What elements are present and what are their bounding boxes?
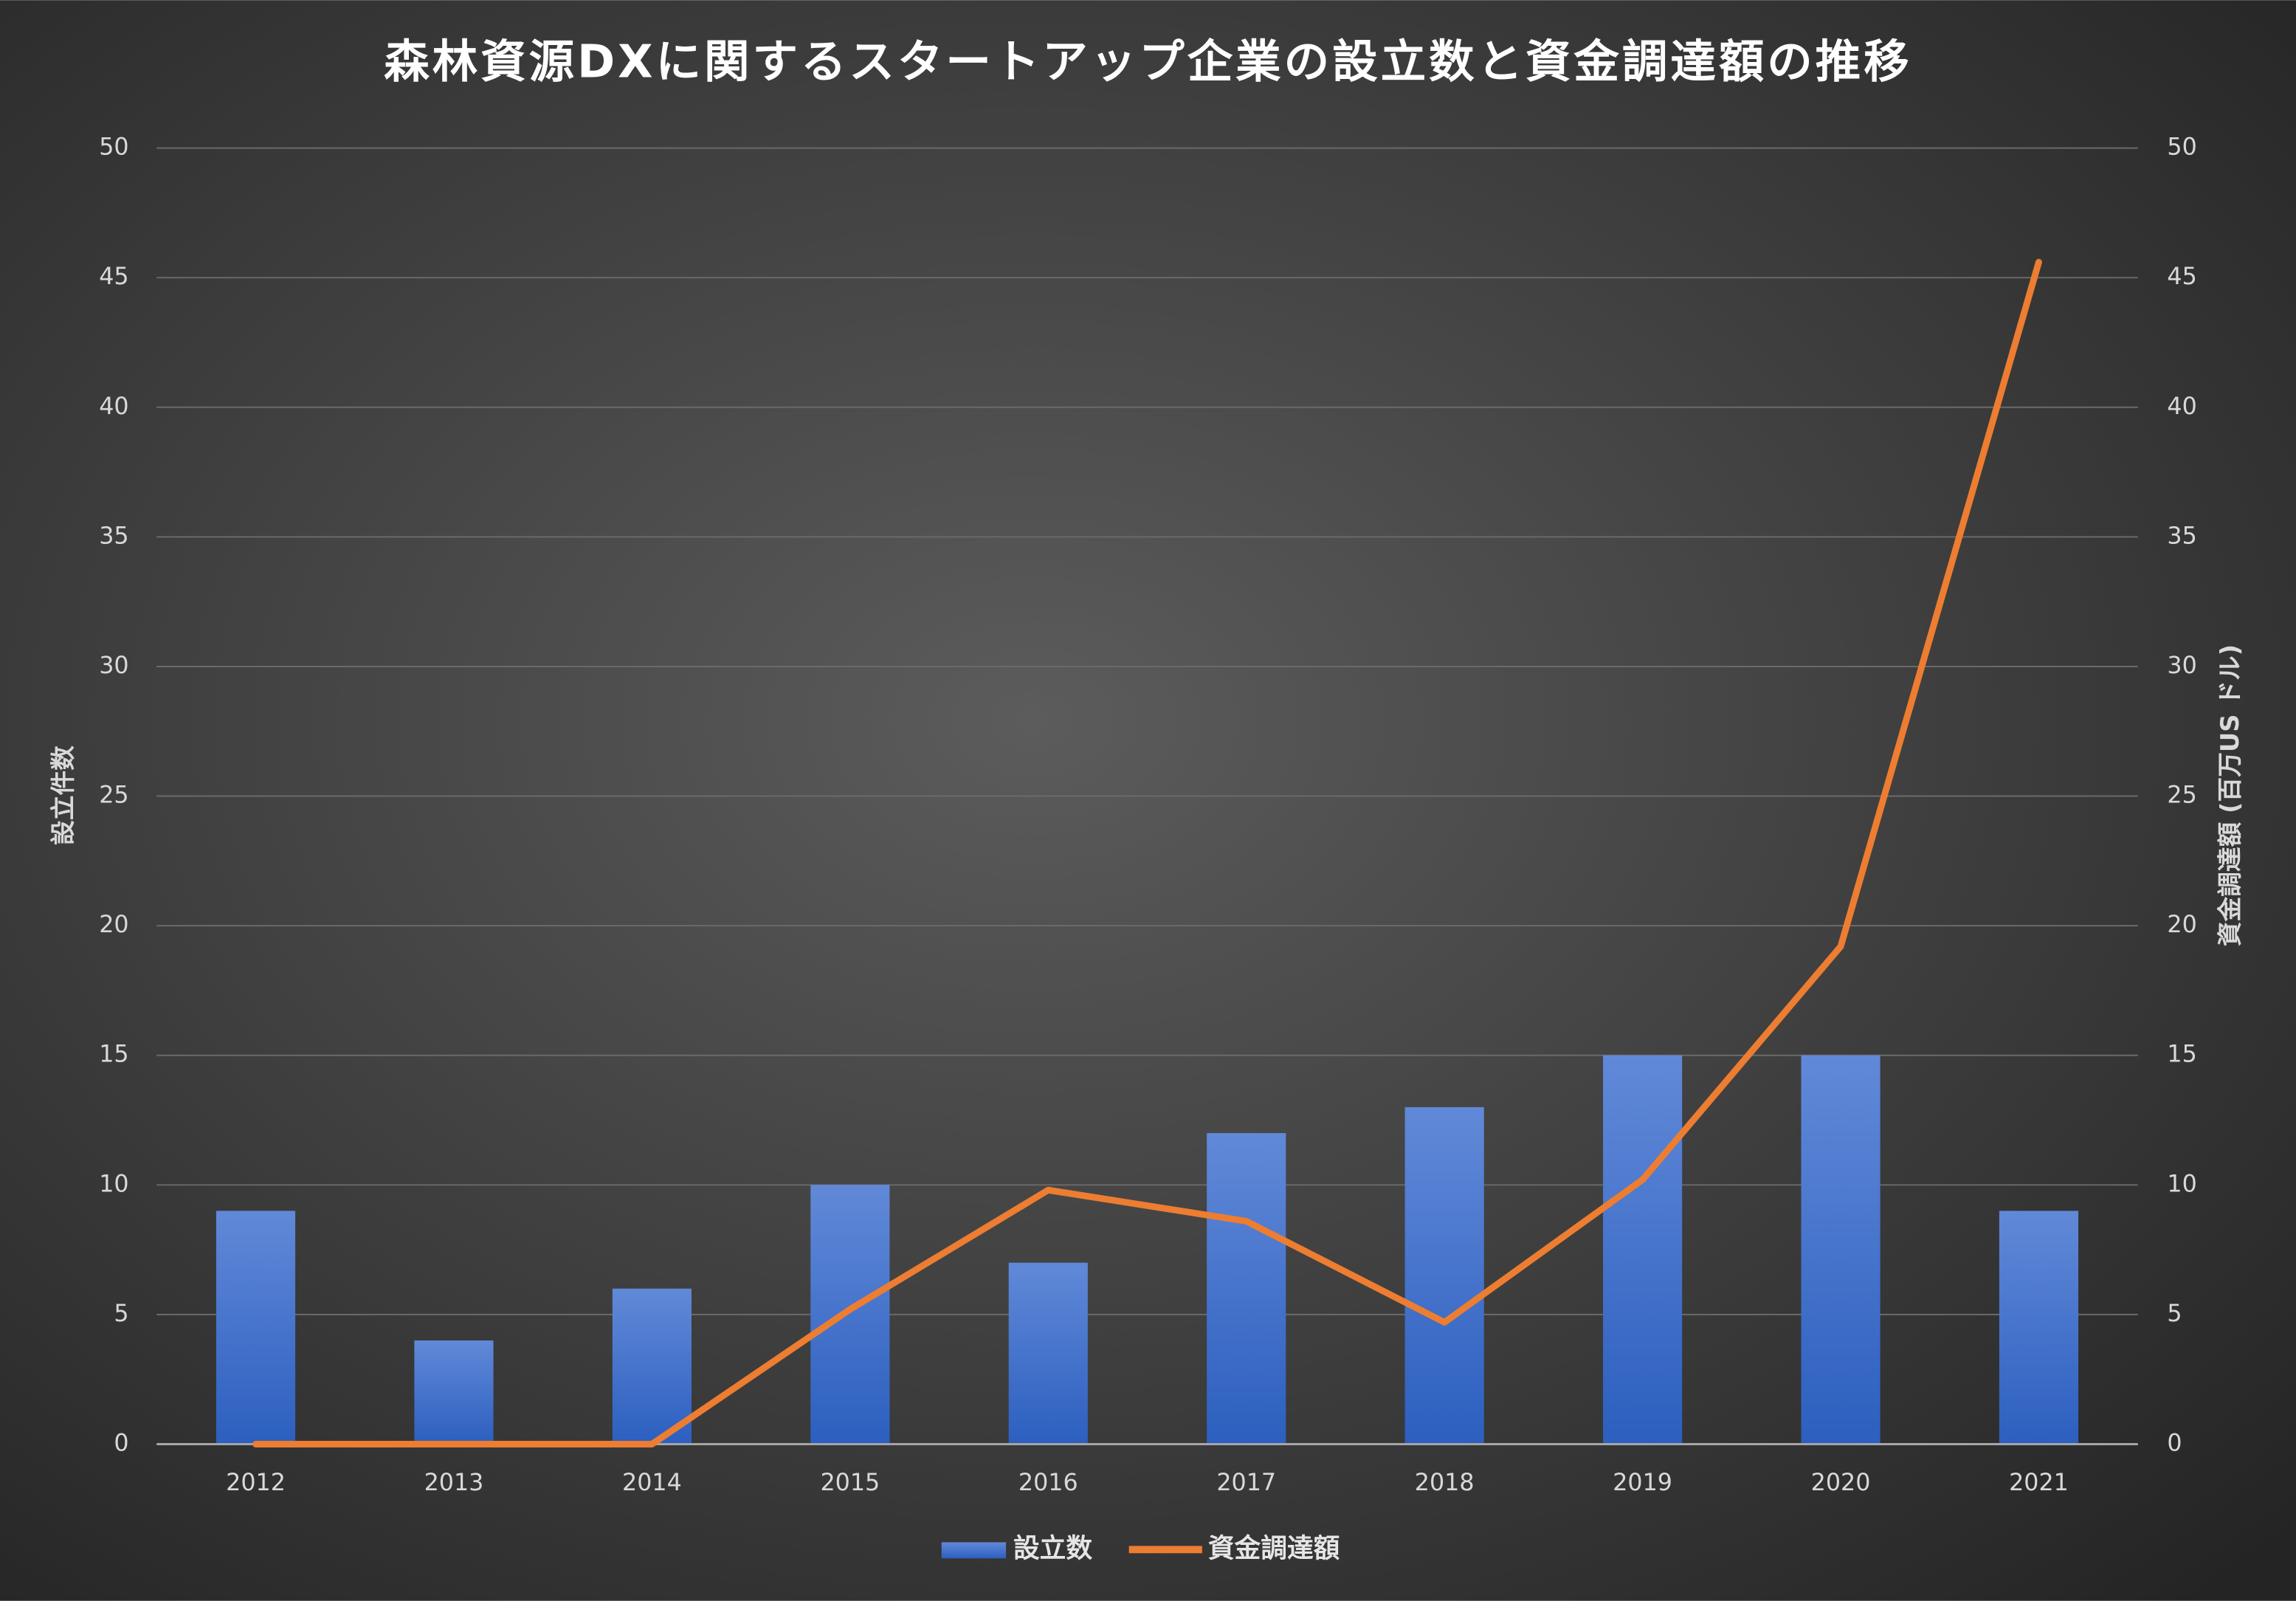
y-axis-label: 設立件数	[49, 746, 77, 845]
y2-tick-label: 10	[2167, 1171, 2196, 1197]
y-tick-label: 20	[99, 912, 128, 938]
y-tick-label: 40	[99, 393, 128, 420]
y-tick-label: 15	[99, 1041, 128, 1068]
y-tick-label: 10	[99, 1171, 128, 1197]
legend-label: 資金調達額	[1208, 1533, 1340, 1563]
x-tick-label: 2017	[1216, 1470, 1276, 1496]
bar	[216, 1211, 296, 1445]
x-tick-label: 2015	[820, 1470, 880, 1496]
x-tick-label: 2020	[1811, 1470, 1871, 1496]
bar	[1008, 1262, 1088, 1445]
legend-label: 設立数	[1013, 1533, 1092, 1563]
y-tick-label: 0	[114, 1430, 128, 1456]
bar	[414, 1340, 494, 1445]
bar	[612, 1288, 692, 1445]
y2-tick-label: 35	[2167, 523, 2196, 549]
legend-swatch	[941, 1542, 1007, 1559]
x-tick-label: 2018	[1415, 1470, 1475, 1496]
x-tick-label: 2014	[622, 1470, 682, 1496]
y-tick-label: 5	[114, 1301, 128, 1327]
x-tick-label: 2016	[1018, 1470, 1078, 1496]
y2-tick-label: 15	[2167, 1041, 2196, 1068]
bar	[1404, 1106, 1484, 1445]
bar	[1801, 1055, 1880, 1445]
bar	[1603, 1055, 1683, 1445]
x-tick-label: 2021	[2009, 1470, 2069, 1496]
y2-tick-label: 45	[2167, 264, 2196, 290]
y2-tick-label: 5	[2167, 1301, 2182, 1327]
bar	[810, 1185, 890, 1445]
bar	[1207, 1133, 1286, 1445]
y2-tick-label: 50	[2167, 134, 2196, 161]
y2-axis-label: 資金調達額 (百万US ドル)	[2216, 644, 2244, 946]
y-tick-label: 45	[99, 264, 128, 290]
x-tick-label: 2012	[226, 1470, 286, 1496]
y2-tick-label: 30	[2167, 653, 2196, 679]
x-tick-label: 2019	[1613, 1470, 1672, 1496]
x-tick-label: 2013	[424, 1470, 484, 1496]
y2-tick-label: 40	[2167, 393, 2196, 420]
y2-tick-label: 0	[2167, 1430, 2182, 1456]
y2-tick-label: 20	[2167, 912, 2196, 938]
y-tick-label: 50	[99, 134, 128, 161]
y-tick-label: 30	[99, 653, 128, 679]
y-tick-label: 25	[99, 782, 128, 809]
y-tick-label: 35	[99, 523, 128, 549]
chart-title: 森林資源DXに関するスタートアップ企業の設立数と資金調達額の推移	[384, 35, 1911, 89]
line	[252, 258, 2042, 1447]
bar	[1999, 1211, 2079, 1445]
y2-tick-label: 25	[2167, 782, 2196, 809]
